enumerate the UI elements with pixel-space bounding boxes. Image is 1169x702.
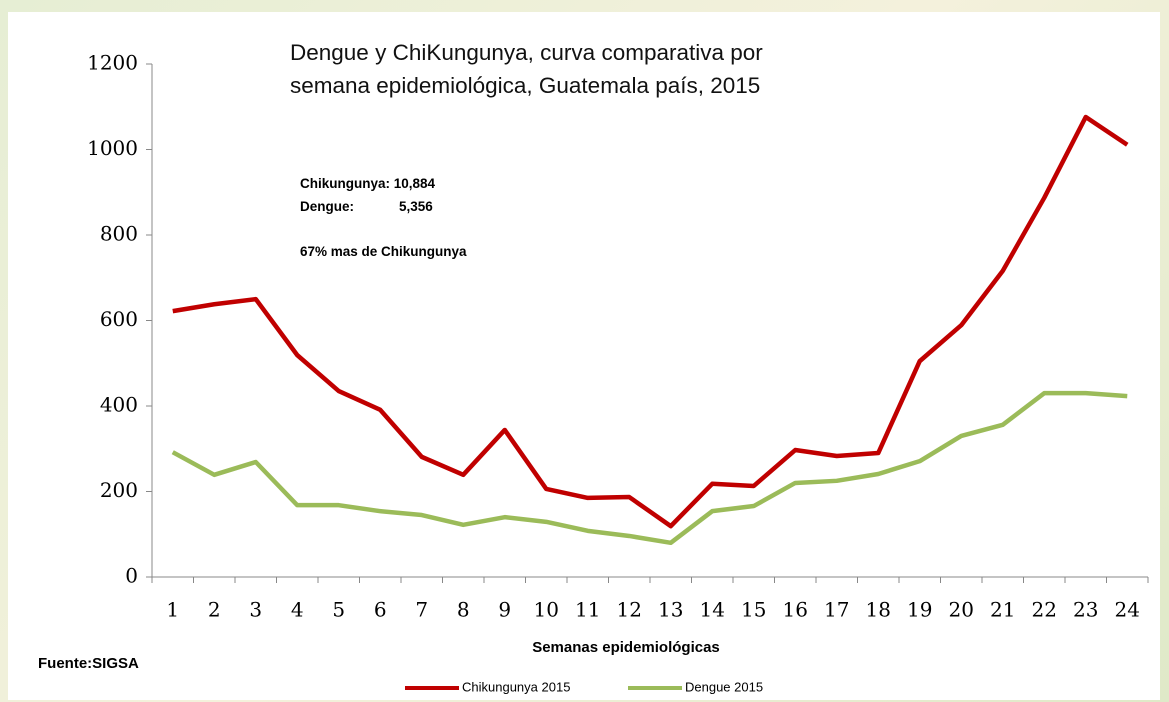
y-tick-label: 0 [125,564,138,588]
x-tick-label: 13 [658,598,683,622]
x-tick-label: 1 [166,598,179,622]
x-tick-label: 22 [1032,598,1057,622]
x-tick-label: 21 [990,598,1015,622]
x-tick-label: 19 [907,598,932,622]
source: Fuente:SIGSA [38,655,139,672]
x-tick-label: 11 [575,598,600,622]
x-tick-label: 2 [208,598,221,622]
legend-label: Chikungunya 2015 [462,679,570,694]
x-tick-label: 15 [741,598,766,622]
panel [8,12,1160,700]
annotation: Dengue: 5,356 [300,199,433,214]
x-tick-label: 14 [700,598,725,622]
x-tick-label: 9 [498,598,511,622]
x-tick-label: 4 [291,598,304,622]
x-tick-label: 24 [1115,598,1140,622]
y-tick-label: 800 [100,222,138,246]
x-tick-label: 20 [949,598,974,622]
x-tick-label: 6 [374,598,387,622]
y-tick-label: 200 [100,478,138,502]
x-axis-label: Semanas epidemiológicas [532,639,720,656]
annotation: 67% mas de Chikungunya [300,244,467,259]
x-tick-label: 3 [249,598,262,622]
x-tick-label: 5 [332,598,345,622]
y-tick-label: 1000 [87,136,138,160]
chart-title: Dengue y ChiKungunya, curva comparativa … [290,40,763,98]
legend-label: Dengue 2015 [685,679,763,694]
x-tick-label: 16 [783,598,808,622]
x-tick-label: 7 [415,598,428,622]
y-tick-label: 400 [100,393,138,417]
x-tick-label: 12 [617,598,642,622]
x-tick-label: 18 [866,598,891,622]
y-tick-label: 600 [100,307,138,331]
series-line [171,390,1128,546]
x-tick-label: 23 [1073,598,1098,622]
x-tick-label: 10 [534,598,559,622]
annotation: Chikungunya: 10,884 [300,176,436,191]
x-tick-label: 8 [457,598,470,622]
x-tick-label: 17 [824,598,849,622]
y-tick-label: 1200 [87,51,138,75]
series-line [172,114,1129,529]
